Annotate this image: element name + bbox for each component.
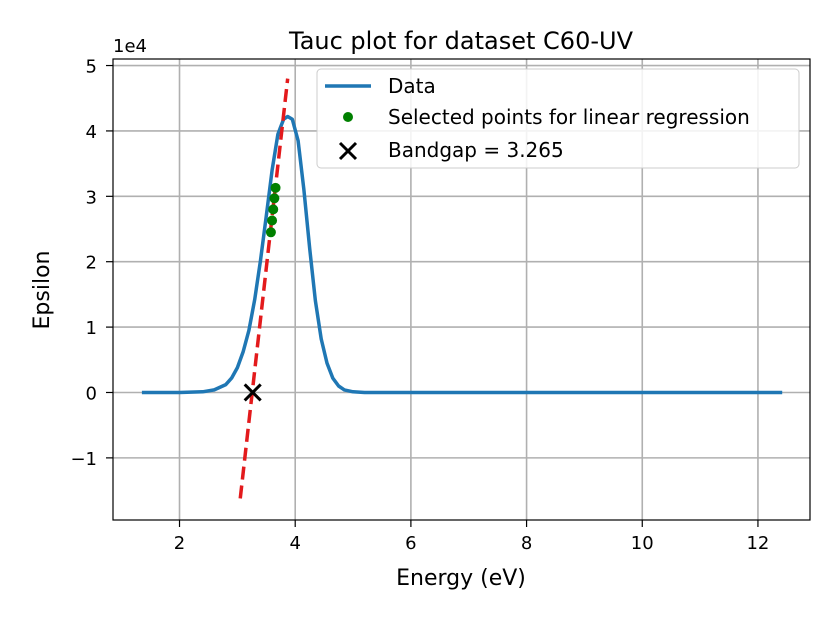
selected-point — [265, 227, 276, 238]
x-tick-label: 12 — [746, 533, 769, 554]
selected-point — [270, 182, 281, 193]
x-tick-label: 6 — [405, 533, 416, 554]
axes-frame — [112, 58, 811, 521]
x-tick-label: 2 — [174, 533, 185, 554]
y-tick-label: 0 — [86, 383, 97, 404]
x-tick-label: 8 — [521, 533, 532, 554]
bandgap-marker — [243, 383, 262, 402]
series-layer — [141, 78, 783, 499]
selected-point — [267, 215, 278, 226]
y-offset-text: 1e4 — [113, 36, 147, 57]
legend-point-swatch — [343, 112, 353, 122]
selected-point — [268, 204, 279, 215]
legend-box — [316, 68, 800, 169]
y-axis-label: Epsilon — [30, 251, 55, 330]
y-tick-label: 2 — [86, 253, 97, 274]
regression-fit-line — [238, 78, 290, 499]
y-tick-label: 1 — [86, 318, 97, 339]
legend-x-marker-icon — [338, 141, 358, 161]
legend-label-selected: Selected points for linear regression — [388, 105, 750, 129]
x-tick-label: 4 — [289, 533, 300, 554]
y-tick-label: −1 — [70, 449, 97, 470]
y-tick-label: 5 — [86, 57, 97, 78]
selected-point — [269, 193, 280, 204]
chart-title: Tauc plot for dataset C60-UV — [288, 27, 634, 55]
x-tick-label: 10 — [631, 533, 654, 554]
legend-label-bandgap: Bandgap = 3.265 — [388, 138, 564, 162]
data-series-line — [141, 114, 783, 395]
legend-label-data: Data — [388, 74, 436, 98]
legend: Data Selected points for linear regressi… — [316, 68, 800, 169]
y-tick-label: 4 — [86, 122, 97, 143]
x-axis-label: Energy (eV) — [396, 566, 526, 591]
y-tick-label: 3 — [86, 187, 97, 208]
